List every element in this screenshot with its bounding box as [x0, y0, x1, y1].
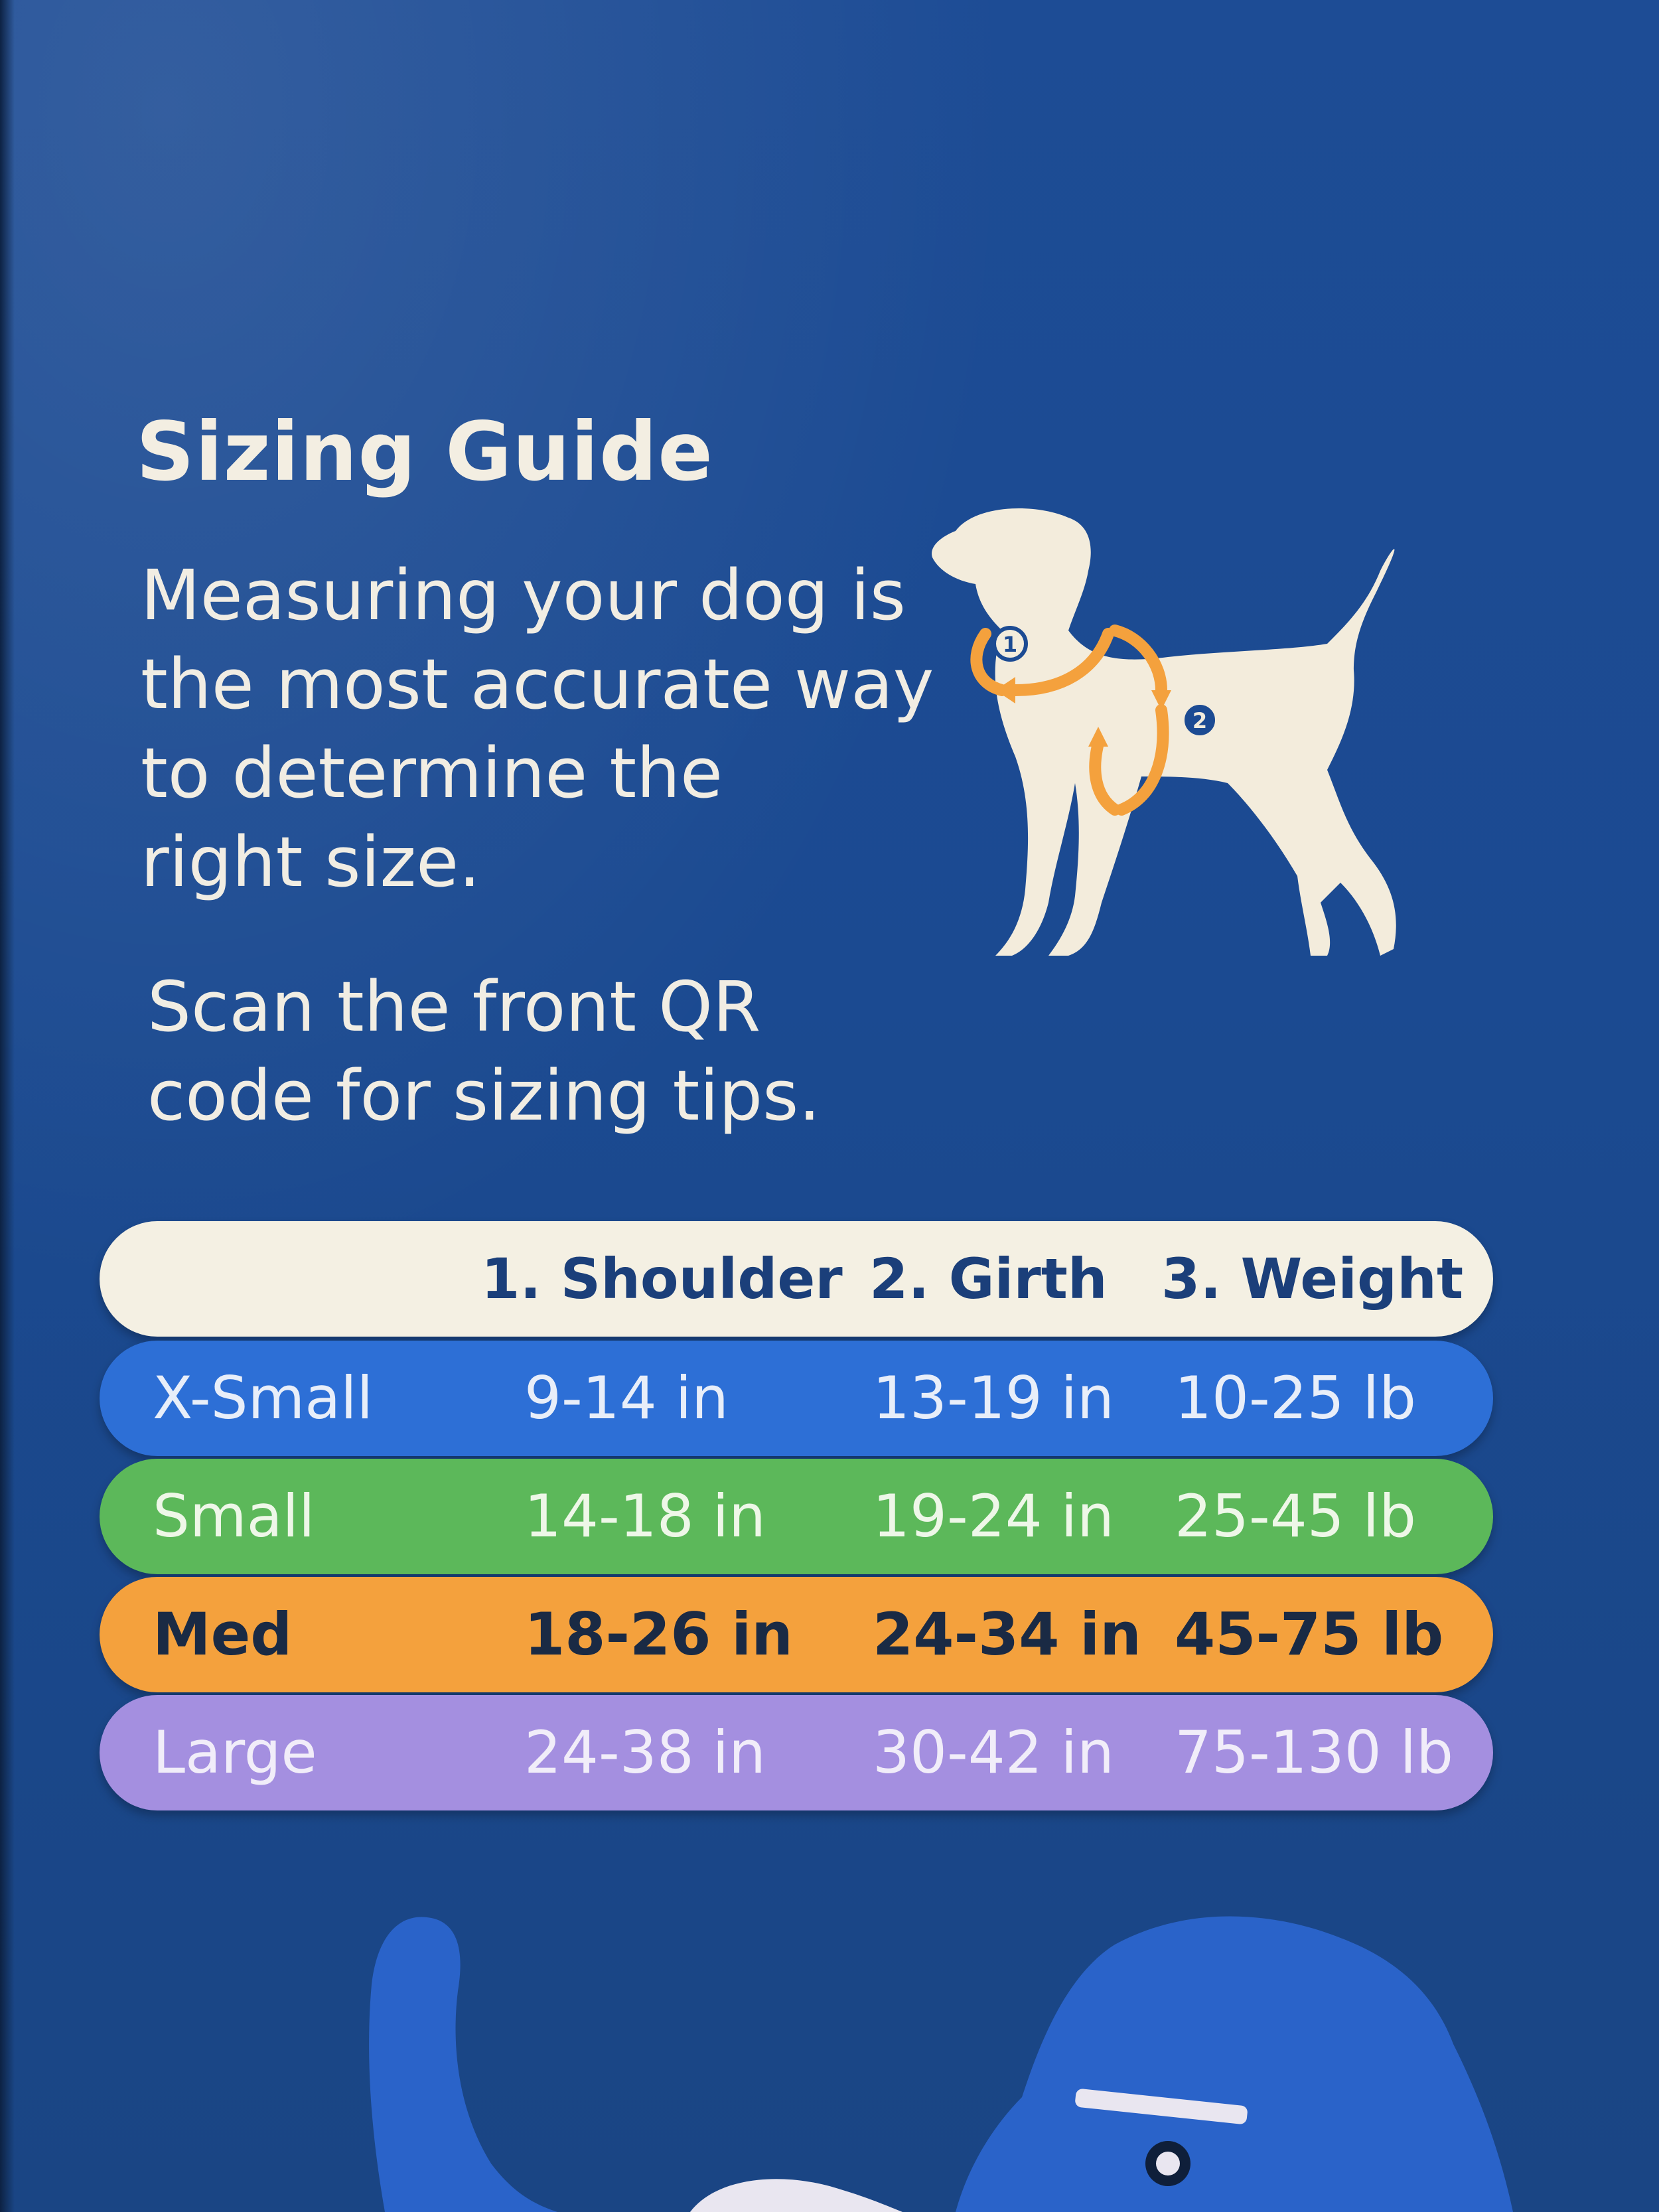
- intro-line: right size.: [141, 822, 481, 903]
- dog-body-icon: [956, 1916, 1513, 2212]
- girth-value: 30-42 in: [873, 1718, 1114, 1787]
- weight-value: 25-45 lb: [1175, 1482, 1416, 1550]
- harness-ring-icon: [1145, 2141, 1190, 2186]
- marker-2-icon: 2: [1181, 701, 1219, 739]
- marker-1-icon: 1: [992, 626, 1028, 662]
- header-shoulder: 1. Shoulder: [481, 1246, 843, 1311]
- dog-harness-illustration: [369, 1916, 1513, 2212]
- shoulder-value: 24-38 in: [524, 1718, 766, 1787]
- girth-value: 13-19 in: [873, 1364, 1114, 1432]
- size-label: X-Small: [153, 1364, 374, 1432]
- shoulder-value: 14-18 in: [524, 1482, 766, 1550]
- sizing-guide-title: Sizing Guide: [136, 405, 714, 499]
- tip-line: Scan the front QR: [147, 966, 761, 1047]
- intro-line: Measuring your dog is: [141, 555, 906, 636]
- dog-tail-icon: [369, 1917, 557, 2212]
- table-row-small: Small 14-18 in 19-24 in 25-45 lb: [100, 1459, 1493, 1574]
- size-label: Large: [153, 1718, 317, 1787]
- weight-value: 75-130 lb: [1175, 1718, 1453, 1787]
- package-edge-shadow: [0, 0, 15, 2212]
- header-girth: 2. Girth: [869, 1246, 1108, 1311]
- table-row-x-small: X-Small 9-14 in 13-19 in 10-25 lb: [100, 1341, 1493, 1456]
- table-row-med: Med 18-26 in 24-34 in 45-75 lb: [100, 1577, 1493, 1692]
- measurement-arrowheads-icon: [995, 677, 1171, 747]
- size-label: Med: [153, 1600, 293, 1668]
- intro-text: Measuring your dog is the most accurate …: [141, 551, 990, 907]
- weight-value: 45-75 lb: [1175, 1600, 1444, 1668]
- shoulder-value: 9-14 in: [524, 1364, 729, 1432]
- intro-line: the most accurate way: [141, 644, 934, 725]
- marker-2-label: 2: [1192, 708, 1207, 733]
- measurement-arrows-icon: [970, 625, 1169, 816]
- size-label: Small: [153, 1482, 315, 1550]
- table-header-row: 1. Shoulder 2. Girth 3. Weight: [100, 1221, 1493, 1337]
- girth-value: 19-24 in: [873, 1482, 1114, 1550]
- table-row-large: Large 24-38 in 30-42 in 75-130 lb: [100, 1695, 1493, 1810]
- tip-line: code for sizing tips.: [147, 1055, 821, 1136]
- intro-line: to determine the: [141, 733, 723, 814]
- header-weight: 3. Weight: [1161, 1246, 1464, 1311]
- weight-value: 10-25 lb: [1175, 1364, 1416, 1432]
- harness-strap-icon: [690, 2089, 1248, 2212]
- qr-tip-text: Scan the front QR code for sizing tips.: [147, 962, 1010, 1140]
- marker-1-label: 1: [1003, 632, 1017, 657]
- dog-measurement-illustration: 1 2: [932, 508, 1396, 956]
- girth-value: 24-34 in: [873, 1600, 1141, 1668]
- shoulder-value: 18-26 in: [524, 1600, 793, 1668]
